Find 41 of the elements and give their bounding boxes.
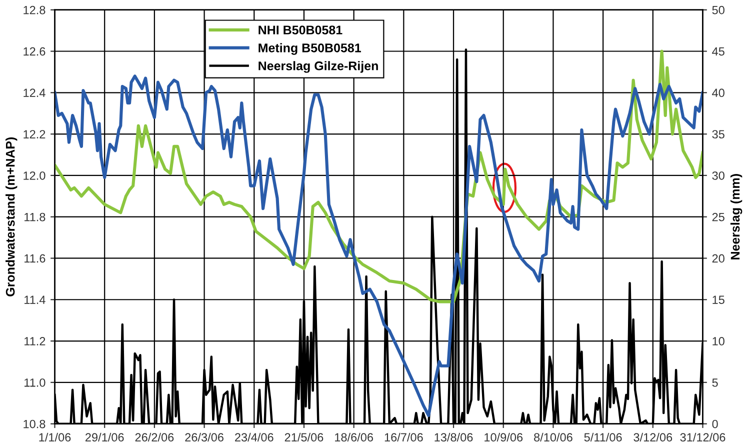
x-tick-label: 29/1/06 — [86, 432, 124, 442]
y2-tick-label: 35 — [712, 130, 724, 138]
y-tick-label: 12.0 — [24, 171, 46, 180]
y-axis-title: Grondwaterstand (m+NAP) — [6, 137, 18, 296]
y-tick-label: 11.0 — [24, 378, 46, 387]
x-tick-label: 5/11/06 — [584, 432, 622, 442]
y-tick-label: 11.6 — [24, 254, 46, 263]
y2-tick-label: 20 — [712, 254, 724, 263]
legend-label: Meting B50B0581 — [258, 43, 361, 55]
y2-axis-title: Neerslag (mm) — [730, 174, 742, 260]
y2-tick-label: 40 — [712, 88, 724, 98]
x-tick-label: 1/1/06 — [39, 432, 71, 442]
y2-tick-label: 15 — [712, 296, 724, 304]
x-tick-label: 16/7/06 — [384, 432, 423, 442]
x-tick-label: 8/10/06 — [534, 432, 572, 442]
legend-label: Neerslag Gilze-Rijen — [258, 61, 378, 73]
y-tick-label: 12.8 — [24, 6, 46, 14]
y-tick-label: 11.4 — [24, 296, 46, 304]
y-tick-label: 11.8 — [24, 212, 46, 222]
x-tick-label: 31/12/06 — [680, 432, 726, 442]
y2-tick-label: 5 — [712, 378, 718, 387]
y2-tick-label: 50 — [712, 6, 724, 14]
y2-tick-label: 45 — [712, 47, 724, 56]
x-tick-label: 10/9/06 — [484, 432, 523, 442]
y-tick-label: 12.6 — [24, 47, 46, 56]
y-tick-label: 10.8 — [24, 420, 46, 428]
y-tick-label: 12.4 — [24, 88, 46, 97]
x-tick-label: 23/4/06 — [235, 432, 274, 442]
y2-tick-label: 30 — [712, 171, 724, 180]
y-tick-label: 11.2 — [24, 337, 46, 346]
x-tick-label: 21/5/06 — [284, 432, 324, 442]
legend-label: NHI B50B0581 — [258, 26, 342, 34]
y2-tick-label: 10 — [712, 337, 724, 346]
x-tick-label: 26/3/06 — [185, 432, 224, 442]
y-tick-label: 12.2 — [24, 130, 46, 138]
x-tick-label: 26/2/06 — [135, 432, 174, 442]
y2-tick-label: 25 — [712, 212, 724, 222]
x-tick-label: 3/12/06 — [634, 432, 672, 442]
y2-tick-label: 0 — [712, 420, 718, 428]
x-tick-label: 13/8/06 — [434, 432, 473, 442]
x-tick-label: 18/6/06 — [335, 432, 374, 442]
